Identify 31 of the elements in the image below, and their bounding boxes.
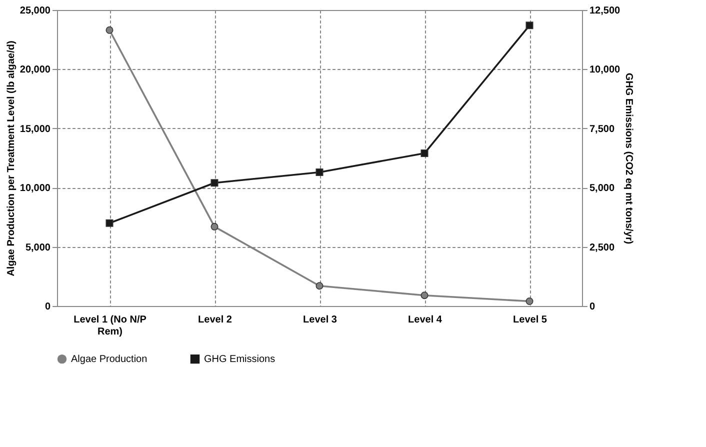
point — [420, 150, 428, 158]
y-tick-label: 10,000 — [20, 183, 51, 194]
y2-tick-label: 7,500 — [590, 124, 615, 135]
y2-axis-title: GHG Emissions (CO2 eq mt tons/yr) — [623, 72, 634, 244]
y-axis-title: Algae Production per Treatment Level (lb algae/d) — [6, 40, 17, 276]
point — [210, 222, 218, 230]
x-tick-label: Level 5 — [513, 314, 548, 326]
point — [106, 26, 114, 34]
y-tick-label: 5,000 — [25, 242, 51, 254]
y2-tick-label: 12,500 — [590, 6, 621, 16]
x-tick-label: Level 2 — [198, 314, 232, 326]
point — [316, 168, 324, 176]
legend-label: GHG Emissions — [204, 354, 276, 366]
y-tick-label: 15,000 — [20, 124, 51, 135]
point — [526, 22, 534, 30]
y2-tick-label: 2,500 — [590, 242, 615, 254]
point — [106, 219, 114, 227]
x-tick-label: Level 4 — [408, 314, 442, 326]
legend-label: Algae Production — [71, 354, 148, 366]
point — [420, 292, 428, 300]
y-tick-label: 25,000 — [20, 6, 51, 16]
y2-tick-label: 5,000 — [590, 183, 615, 194]
x-tick-label: Level 1 (No N/P Rem) — [74, 314, 147, 338]
y-tick-label: 20,000 — [20, 64, 51, 76]
y2-tick-label: 10,000 — [590, 64, 621, 76]
y-tick-label: 0 — [44, 302, 51, 312]
point — [316, 282, 324, 290]
point — [526, 298, 534, 306]
x-tick-label: Level 3 — [303, 314, 338, 326]
y2-tick-label: 0 — [590, 302, 596, 312]
point — [210, 179, 218, 187]
